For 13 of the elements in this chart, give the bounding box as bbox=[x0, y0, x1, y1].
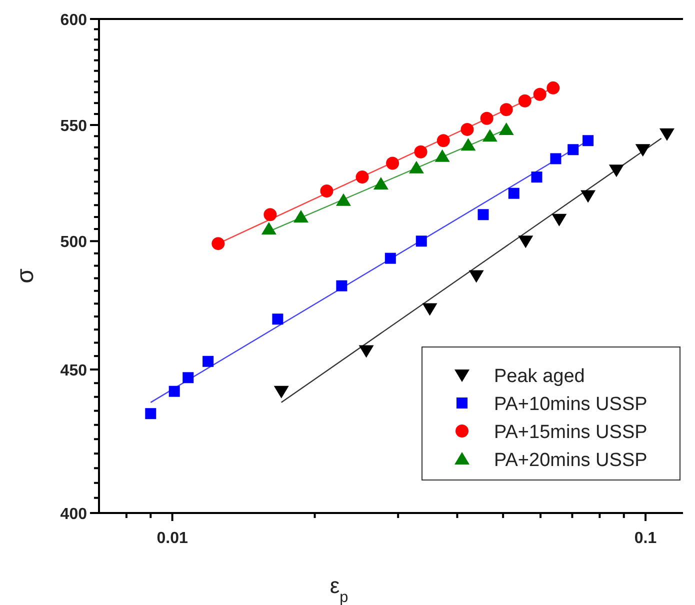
y-tick-label: 500 bbox=[60, 234, 88, 252]
x-axis-title: ε$_{p}$ bbox=[330, 573, 348, 605]
y-tick-label: 550 bbox=[60, 118, 88, 136]
y-axis-title: σ bbox=[12, 268, 39, 284]
y-tick-label: 600 bbox=[60, 12, 88, 29]
legend-label: Peak aged bbox=[494, 366, 585, 387]
y-tick-label: 450 bbox=[60, 362, 88, 380]
legend-label: PA+10mins USSP bbox=[494, 394, 648, 415]
legend-label: PA+15mins USSP bbox=[494, 422, 648, 443]
y-tick-label: 400 bbox=[60, 506, 88, 523]
legend-label: PA+20mins USSP bbox=[494, 450, 648, 471]
x-tick-label: 0.1 bbox=[634, 530, 657, 547]
x-tick-label: 0.01 bbox=[156, 530, 188, 547]
